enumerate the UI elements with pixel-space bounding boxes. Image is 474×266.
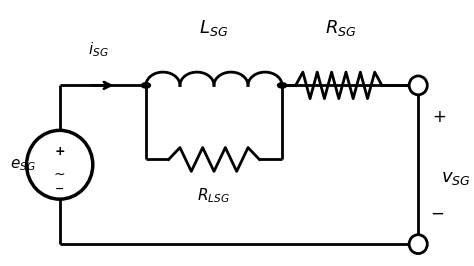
Text: −: − (55, 184, 64, 194)
Text: $+$: $+$ (432, 108, 446, 126)
Text: $L_{SG}$: $L_{SG}$ (200, 18, 228, 38)
Text: $-$: $-$ (429, 203, 444, 221)
Ellipse shape (278, 83, 287, 88)
Text: $v_{SG}$: $v_{SG}$ (441, 169, 471, 187)
Text: $e_{SG}$: $e_{SG}$ (10, 157, 36, 173)
Text: $R_{SG}$: $R_{SG}$ (325, 18, 357, 38)
Text: $R_{LSG}$: $R_{LSG}$ (198, 186, 230, 205)
Text: +: + (55, 145, 65, 158)
Circle shape (409, 76, 427, 95)
Circle shape (409, 235, 427, 253)
Ellipse shape (141, 83, 150, 88)
Text: ~: ~ (54, 167, 65, 181)
Text: $i_{SG}$: $i_{SG}$ (88, 40, 109, 59)
